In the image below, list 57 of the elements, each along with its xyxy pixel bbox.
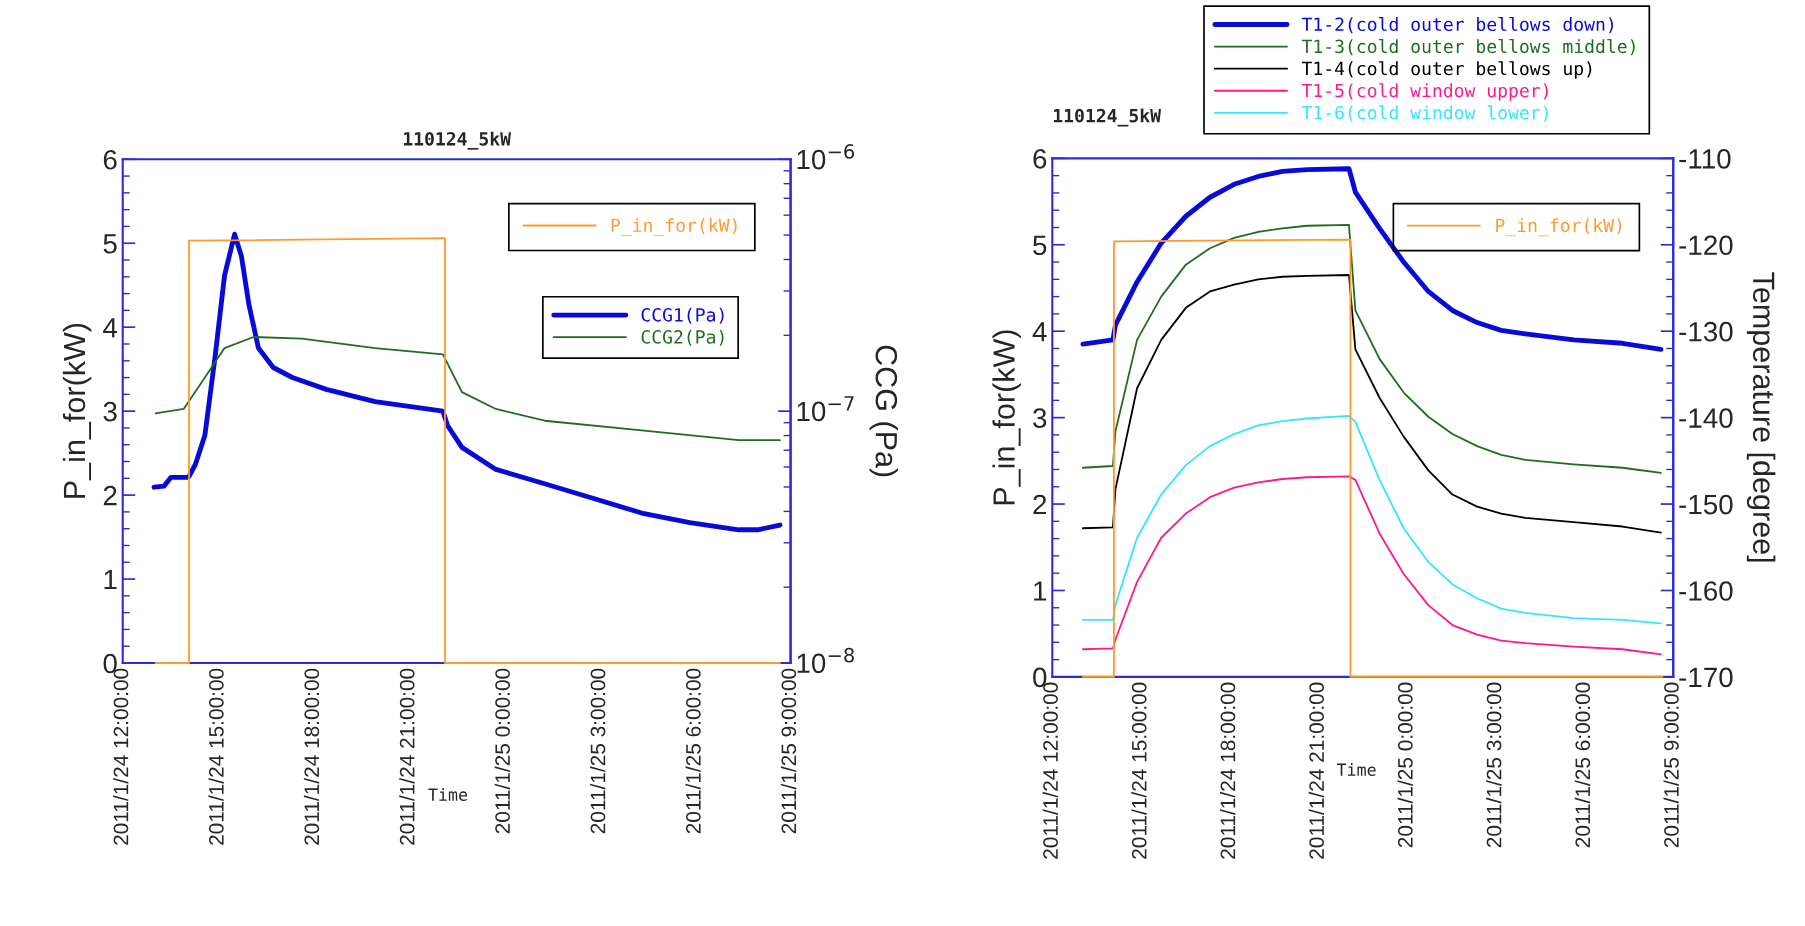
line-series: [1081, 274, 1662, 534]
line-series: [1081, 475, 1662, 656]
legend-label: T1-3(cold outer bellows middle): [1301, 39, 1635, 56]
y-tick-label: 2: [1033, 494, 1047, 515]
x-tick-label: 2011/1/24 21:00:00: [399, 668, 415, 845]
y-tick-label: 5: [103, 234, 117, 254]
legend-label: T1-6(cold window lower): [1301, 105, 1548, 122]
y2-axis-title: Temperature [degree]: [1746, 272, 1776, 562]
y-tick-label: 4: [1032, 322, 1047, 342]
y2-tick-label: -140: [1679, 408, 1733, 428]
x-tick-label: 2011/1/25 3:00:00: [590, 668, 606, 834]
y-tick-label: 1: [104, 570, 117, 590]
legend-label: P_in_for(kW): [611, 218, 737, 237]
x-tick-label: 2011/1/24 15:00:00: [208, 668, 224, 845]
x-tick-label: 2011/1/24 18:00:00: [1220, 682, 1236, 859]
legend-label: T1-5(cold window upper): [1301, 83, 1548, 101]
y-tick-label: 4: [103, 318, 118, 338]
y-axis-title: P_in_for(kW): [62, 323, 92, 498]
y2-tick-label: 10$^{−6}$: [797, 144, 855, 170]
y-tick-label: 2: [103, 485, 117, 506]
x-tick-label: 2011/1/25 0:00:00: [494, 668, 510, 834]
chart-title: 110124_5kW: [403, 131, 512, 150]
legend-label: CCG2(Pa): [641, 329, 724, 346]
y-tick-label: 1: [1034, 581, 1047, 601]
y-axis-title: P_in_for(kW): [992, 330, 1021, 505]
line-series: [1081, 414, 1662, 625]
chart-title: 110124_5kW: [1053, 108, 1162, 127]
x-tick-label: 2011/1/24 18:00:00: [303, 668, 320, 845]
x-axis-title: Time: [428, 788, 468, 801]
x-tick-label: 2011/1/24 21:00:00: [1308, 682, 1325, 859]
legend-label: P_in_for(kW): [1496, 218, 1622, 237]
x-tick-label: 2011/1/24 15:00:00: [1131, 682, 1147, 859]
x-tick-label: 2011/1/25 6:00:00: [685, 668, 701, 834]
y-tick-label: 6: [103, 149, 117, 170]
x-axis-title: Time: [1336, 763, 1376, 776]
y-tick-label: 3: [1033, 408, 1047, 428]
x-tick-label: 2011/1/25 9:00:00: [780, 668, 797, 834]
y2-tick-label: 10$^{−7}$: [797, 396, 854, 422]
x-tick-label: 2011/1/25 0:00:00: [1397, 682, 1413, 848]
legend-label: T1-2(cold outer bellows down): [1301, 17, 1613, 34]
y2-tick-label: -150: [1679, 494, 1733, 515]
y2-tick-label: -130: [1679, 321, 1733, 342]
line-series: [1080, 166, 1664, 352]
legend-label: CCG1(Pa): [641, 307, 724, 324]
y-tick-label: 5: [1033, 235, 1047, 256]
x-tick-label: 2011/1/25 9:00:00: [1663, 682, 1679, 848]
y-tick-label: 3: [103, 401, 117, 422]
x-tick-label: 2011/1/25 3:00:00: [1486, 682, 1502, 848]
y2-tick-label: -120: [1679, 235, 1733, 256]
legend-label: T1-4(cold outer bellows up): [1301, 61, 1592, 79]
x-tick-label: 2011/1/25 6:00:00: [1574, 682, 1591, 848]
y2-axis-title: CCG (Pa): [869, 345, 898, 477]
y-tick-label: 6: [1033, 149, 1047, 169]
y2-tick-label: 10$^{−8}$: [797, 647, 854, 674]
y2-tick-label: -170: [1679, 667, 1733, 688]
y2-tick-label: -110: [1679, 149, 1731, 169]
y2-tick-label: -160: [1679, 581, 1733, 601]
